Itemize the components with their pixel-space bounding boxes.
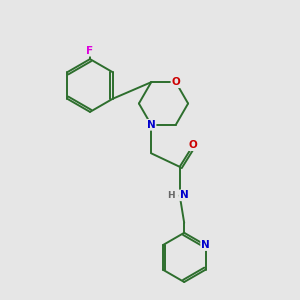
Text: N: N: [180, 190, 189, 200]
Text: H: H: [167, 191, 175, 200]
Text: O: O: [171, 77, 180, 87]
Text: O: O: [189, 140, 198, 150]
Text: N: N: [201, 240, 210, 250]
Text: N: N: [147, 120, 156, 130]
Text: F: F: [86, 46, 94, 56]
